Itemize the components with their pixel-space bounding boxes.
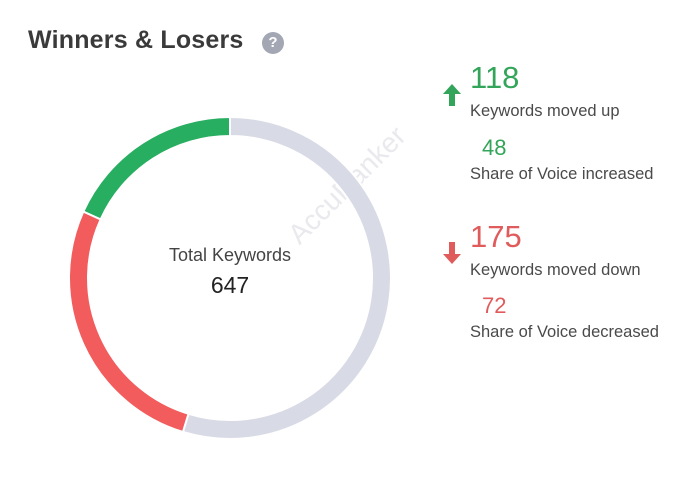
donut-segment-1[interactable] (68, 210, 190, 434)
moved-down-count: 175 (470, 219, 522, 254)
moved-up-count: 118 (470, 60, 520, 95)
donut-segment-2[interactable] (181, 115, 392, 440)
sov-decreased-label: Share of Voice decreased (470, 323, 659, 341)
moved-up-label: Keywords moved up (470, 102, 620, 120)
donut-segment-0[interactable] (81, 115, 231, 221)
donut-chart (68, 115, 392, 440)
help-icon[interactable]: ? (262, 32, 284, 54)
arrow-down-icon (443, 242, 461, 264)
sov-decreased-value: 72 (482, 293, 507, 318)
widget-title: Winners & Losers (28, 26, 244, 54)
arrow-up-icon (443, 84, 461, 106)
moved-down-label: Keywords moved down (470, 261, 641, 279)
sov-increased-value: 48 (482, 135, 507, 160)
sov-increased-label: Share of Voice increased (470, 165, 654, 183)
